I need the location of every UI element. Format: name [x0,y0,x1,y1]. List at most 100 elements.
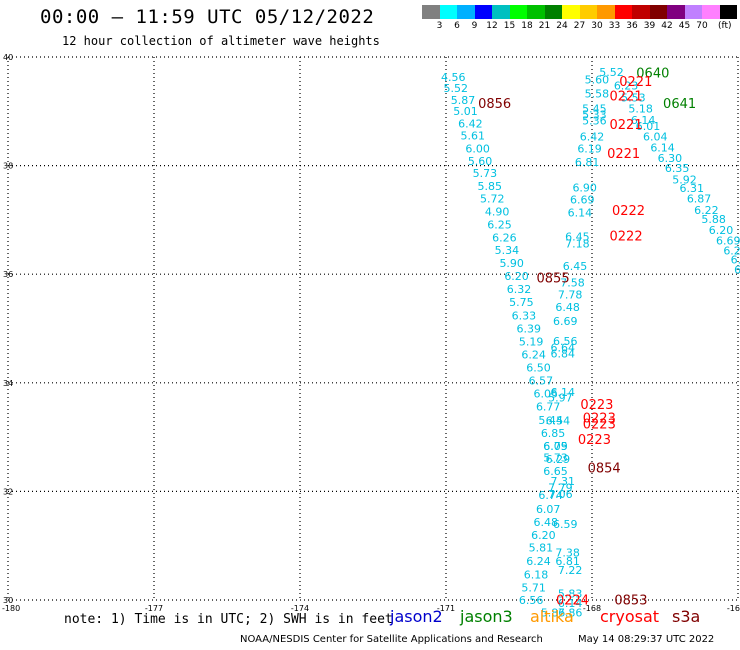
x-tick-label: -180 [2,604,20,613]
wave-height-value: 7.31 [551,475,576,488]
wave-height-value: 5.97 [548,391,573,404]
pass-time-labels: 0640022102210641085602210221022202220855… [478,67,696,609]
color-scale-tick: 45 [678,21,691,31]
wave-height-value: 6.90 [572,182,597,195]
y-tick-label: 40 [3,53,13,62]
wave-height-value: 6.00 [465,143,490,156]
wave-height-value: 6.27 [723,245,740,258]
legend-entry-s3a: s3a [672,607,701,626]
wave-height-value: 6.24 [521,348,546,361]
pass-time-label: 0641 [663,97,696,112]
wave-height-value: 6.42 [458,118,483,131]
pass-time-label: 0640 [636,67,669,82]
wave-height-value: 6.32 [507,283,532,296]
wave-height-value: 5.73 [473,167,498,180]
wave-height-value: 6.24 [526,555,551,568]
map-grid [7,56,739,601]
pass-time-label: 0855 [537,271,570,286]
y-tick-label: 32 [3,487,13,496]
wave-height-value: 5.72 [480,193,505,206]
page-subtitle: 12 hour collection of altimeter wave hei… [62,34,380,48]
wave-height-value: 6.01 [636,120,661,133]
wave-height-value: 6.64 [551,341,576,354]
y-tick-label: 34 [3,379,13,388]
wave-height-value: 6.48 [555,301,580,314]
color-scale-swatch [597,5,615,19]
wave-height-value: 4.90 [485,206,510,219]
wave-height-value: 5.01 [453,105,478,118]
wave-height-value: 6.18 [524,568,549,581]
wave-height-value: 6.39 [516,322,541,335]
wave-height-value: 7.38 [555,547,580,560]
page-title: 00:00 – 11:59 UTC 05/12/2022 [40,6,375,28]
wave-height-value: 6.50 [526,361,551,374]
wave-height-value: 7.78 [558,289,583,302]
color-scale-tick: 24 [556,21,568,31]
x-tick-label: -16 [727,604,740,613]
wave-height-value: 5.81 [529,542,554,555]
color-scale-swatch [632,5,650,19]
wave-height-value: 5.83 [558,587,583,600]
color-scale-swatch [702,5,720,19]
legend-entry-jason2: jason2 [390,607,443,626]
y-tick-label: 30 [3,596,13,605]
wave-height-value: 6.57 [529,374,554,387]
wave-height-value: 6.85 [541,427,566,440]
wave-height-value: 6.59 [553,518,578,531]
pass-time-label: 0223 [580,398,613,413]
generated-timestamp: May 14 08:29:37 UTC 2022 [578,634,715,645]
color-scale-swatch [719,5,737,19]
legend-entry-jason3: jason3 [460,607,513,626]
wave-height-value: 6.31 [680,182,705,195]
wave-height-value: 6.77 [536,400,561,413]
wave-height-value: 7.79 [548,481,573,494]
wave-height-value: 7.22 [558,564,583,577]
color-scale-tick: 21 [538,21,551,31]
color-scale-unit: (ft) [718,21,732,31]
pass-time-label: 0221 [610,89,643,104]
wave-height-value: 5.53 [621,92,646,105]
x-tick-label: -177 [145,604,163,613]
wave-height-value: 5.75 [509,296,534,309]
wave-height-value: 6.20 [709,224,734,237]
color-scale-swatch [422,5,440,19]
color-scale-swatch [492,5,510,19]
wave-height-value: 6.09 [543,440,568,453]
axis-ticks: -180 -177 -174 -171 -168 -16 40 38 36 34 32 30 [2,53,740,613]
color-scale-swatch [684,5,702,19]
wave-height-value: 7.86 [558,606,583,619]
color-scale-labels: 3 6 9 12 15 18 21 24 27 30 33 36 39 42 45 70 [422,21,740,33]
wave-height-value: 6.69 [716,234,740,247]
wave-height-value: 6.65 [543,465,568,478]
color-scale-swatch [457,5,475,19]
wave-height-value: 7.58 [560,277,585,290]
color-scale-tick: 3 [436,21,443,31]
wave-height-value: 6.23 [614,80,639,93]
wave-height-value: 6.14 [558,597,583,610]
wave-height-value: 6.25 [487,219,512,232]
color-scale-tick: 70 [696,21,708,31]
credit-text: NOAA/NESDIS Center for Satellite Applica… [240,634,543,645]
x-tick-label: -174 [291,604,309,613]
color-scale-swatch [439,5,457,19]
wave-height-value: 6.05 [534,387,559,400]
wave-height-value: 6.22 [694,204,719,217]
wave-height-value: 6.14 [568,207,593,220]
wave-height-value: 6.14 [650,141,675,154]
wave-height-value: 6.56 [519,594,544,607]
wave-height-value: 5.60 [468,155,493,168]
color-scale-swatch [649,5,667,19]
pass-time-label: 0223 [583,417,616,432]
pass-time-label: 0224 [556,593,589,608]
wave-height-value: 7.18 [565,238,590,251]
wave-height-value: 6.07 [536,503,561,516]
wave-height-value: 7.06 [548,488,573,501]
wave-height-value: 5.73 [543,452,568,465]
wave-height-value: 6.14 [631,114,656,127]
pass-time-label: 0221 [610,118,643,133]
wave-height-value: 5.85 [478,180,503,193]
wave-height-value: 5.44 [538,414,563,427]
wave-height-value: 5.33 [582,108,607,121]
legend-entry-altika: altika [530,607,574,626]
